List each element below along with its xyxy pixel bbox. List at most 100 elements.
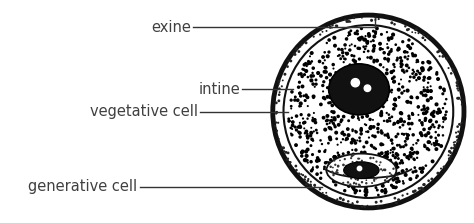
- Point: [357, 127, 365, 130]
- Point: [281, 149, 288, 153]
- Point: [303, 154, 310, 158]
- Point: [333, 169, 341, 172]
- Point: [339, 181, 347, 185]
- Point: [422, 164, 429, 167]
- Point: [358, 16, 365, 20]
- Point: [419, 188, 427, 192]
- Point: [424, 99, 432, 102]
- Point: [292, 125, 299, 129]
- Point: [410, 190, 417, 193]
- Point: [275, 137, 283, 141]
- Point: [415, 105, 422, 109]
- Point: [420, 104, 428, 108]
- Point: [377, 47, 384, 50]
- Point: [426, 76, 433, 80]
- Point: [400, 132, 408, 136]
- Point: [372, 16, 379, 19]
- Point: [309, 165, 317, 169]
- Point: [400, 145, 407, 149]
- Point: [413, 156, 421, 160]
- Point: [281, 72, 289, 76]
- Point: [392, 165, 400, 169]
- Point: [406, 80, 413, 83]
- Point: [411, 28, 419, 32]
- Point: [358, 36, 365, 39]
- Point: [349, 153, 357, 157]
- Point: [408, 96, 416, 100]
- Point: [296, 81, 303, 84]
- Point: [377, 167, 385, 171]
- Point: [393, 180, 401, 184]
- Point: [325, 141, 332, 145]
- Point: [341, 47, 349, 50]
- Point: [454, 125, 461, 128]
- Point: [345, 119, 353, 122]
- Point: [311, 85, 319, 89]
- Point: [439, 106, 447, 110]
- Point: [408, 95, 415, 99]
- Point: [385, 136, 392, 139]
- Point: [449, 67, 456, 70]
- Point: [404, 57, 411, 61]
- Point: [396, 143, 403, 147]
- Point: [346, 63, 354, 66]
- Point: [388, 173, 395, 176]
- Point: [344, 34, 352, 38]
- Text: exine: exine: [151, 20, 191, 35]
- Point: [320, 96, 328, 99]
- Point: [420, 143, 428, 147]
- Point: [413, 174, 421, 178]
- Point: [335, 154, 343, 157]
- Point: [383, 175, 391, 179]
- Point: [313, 165, 321, 169]
- Point: [348, 54, 356, 57]
- Point: [399, 85, 407, 89]
- Point: [348, 140, 356, 143]
- Point: [370, 178, 378, 182]
- Point: [316, 150, 323, 153]
- Point: [429, 123, 437, 126]
- Point: [432, 130, 439, 134]
- Point: [427, 85, 435, 88]
- Point: [370, 47, 378, 50]
- Point: [371, 179, 378, 183]
- Point: [327, 158, 335, 161]
- Point: [377, 111, 385, 115]
- Point: [400, 182, 407, 185]
- Point: [404, 44, 412, 48]
- Point: [360, 38, 368, 41]
- Point: [325, 161, 333, 165]
- Point: [395, 180, 403, 183]
- Point: [322, 191, 330, 195]
- Point: [342, 138, 349, 142]
- Point: [333, 24, 341, 28]
- Point: [377, 114, 385, 117]
- Point: [409, 42, 416, 45]
- Point: [364, 204, 371, 207]
- Point: [355, 116, 362, 120]
- Point: [337, 57, 345, 60]
- Point: [384, 180, 392, 184]
- Point: [420, 78, 428, 82]
- Point: [321, 165, 328, 169]
- Point: [326, 73, 334, 76]
- Point: [352, 31, 359, 35]
- Point: [338, 118, 346, 122]
- Point: [420, 183, 428, 186]
- Point: [343, 137, 351, 140]
- Point: [319, 84, 327, 87]
- Point: [351, 44, 359, 48]
- Point: [309, 168, 316, 171]
- Point: [349, 185, 356, 189]
- Point: [374, 127, 382, 130]
- Point: [411, 158, 419, 161]
- Point: [402, 173, 410, 177]
- Point: [354, 139, 361, 142]
- Point: [326, 121, 333, 125]
- Point: [342, 164, 350, 167]
- Point: [346, 33, 354, 36]
- Point: [424, 60, 432, 64]
- Point: [418, 66, 426, 70]
- Point: [287, 98, 295, 102]
- Point: [327, 138, 334, 141]
